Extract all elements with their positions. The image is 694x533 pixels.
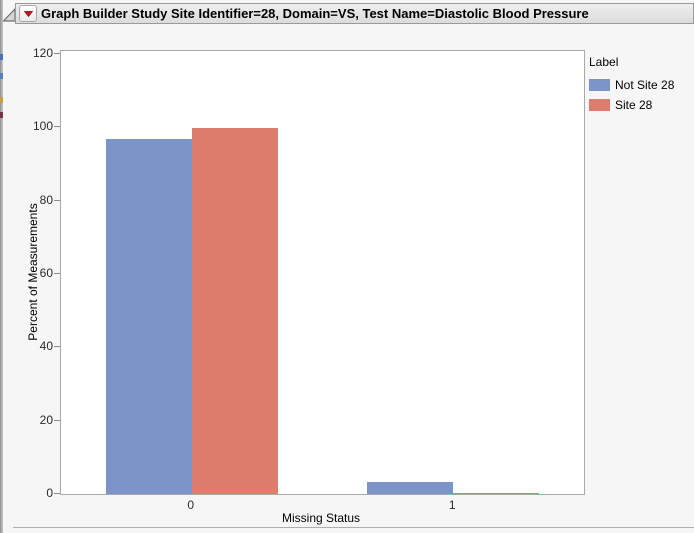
red-triangle-icon bbox=[23, 10, 33, 17]
y-tick-label-100: 100 bbox=[32, 119, 53, 134]
x-tick-label-1: 1 bbox=[448, 498, 456, 512]
legend-swatch[interactable] bbox=[589, 99, 610, 111]
y-tick-label-80: 80 bbox=[39, 192, 53, 207]
y-tick-mark bbox=[54, 126, 60, 128]
window-edge-artifact bbox=[0, 0, 3, 533]
report-bottom-divider bbox=[13, 527, 694, 528]
legend-label: Not Site 28 bbox=[615, 78, 675, 92]
x-axis-title[interactable]: Missing Status bbox=[281, 511, 361, 525]
y-tick-mark bbox=[54, 199, 60, 201]
y-tick-mark bbox=[54, 346, 60, 348]
y-tick-label-40: 40 bbox=[39, 339, 53, 354]
bar-site-28-cat-0[interactable] bbox=[191, 128, 278, 494]
legend-item-not-site-28: Not Site 28 bbox=[589, 78, 689, 92]
edge-artifact-speck bbox=[0, 97, 3, 103]
legend-title: Label bbox=[589, 55, 619, 69]
y-tick-mark bbox=[54, 493, 60, 494]
legend: Label Not Site 28 Site 28 bbox=[589, 55, 689, 118]
bar-not-site-28-cat-0[interactable] bbox=[105, 139, 192, 494]
red-triangle-menu-button[interactable] bbox=[19, 5, 37, 22]
legend-items: Not Site 28 Site 28 bbox=[589, 78, 689, 112]
legend-item-site-28: Site 28 bbox=[589, 98, 689, 112]
report-title-bar: Graph Builder Study Site Identifier=28, … bbox=[15, 3, 694, 24]
edge-artifact-speck bbox=[0, 54, 3, 60]
x-tick-label-0: 0 bbox=[187, 498, 195, 512]
report-title: Graph Builder Study Site Identifier=28, … bbox=[41, 6, 589, 21]
legend-swatch[interactable] bbox=[589, 79, 610, 91]
edge-artifact-speck bbox=[0, 73, 3, 79]
legend-label: Site 28 bbox=[615, 98, 653, 112]
plot-area bbox=[60, 50, 585, 495]
bar-not-site-28-cat-1[interactable] bbox=[367, 482, 454, 494]
bar-site-28-cat-1[interactable] bbox=[453, 492, 540, 494]
y-tick-mark bbox=[54, 273, 60, 274]
y-tick-label-120: 120 bbox=[32, 46, 53, 60]
y-tick-mark bbox=[54, 53, 60, 54]
y-tick-label-20: 20 bbox=[39, 412, 53, 427]
y-tick-mark bbox=[54, 419, 60, 421]
edge-artifact-speck bbox=[0, 112, 3, 118]
y-tick-label-60: 60 bbox=[39, 266, 53, 280]
y-tick-label-0: 0 bbox=[46, 486, 53, 500]
